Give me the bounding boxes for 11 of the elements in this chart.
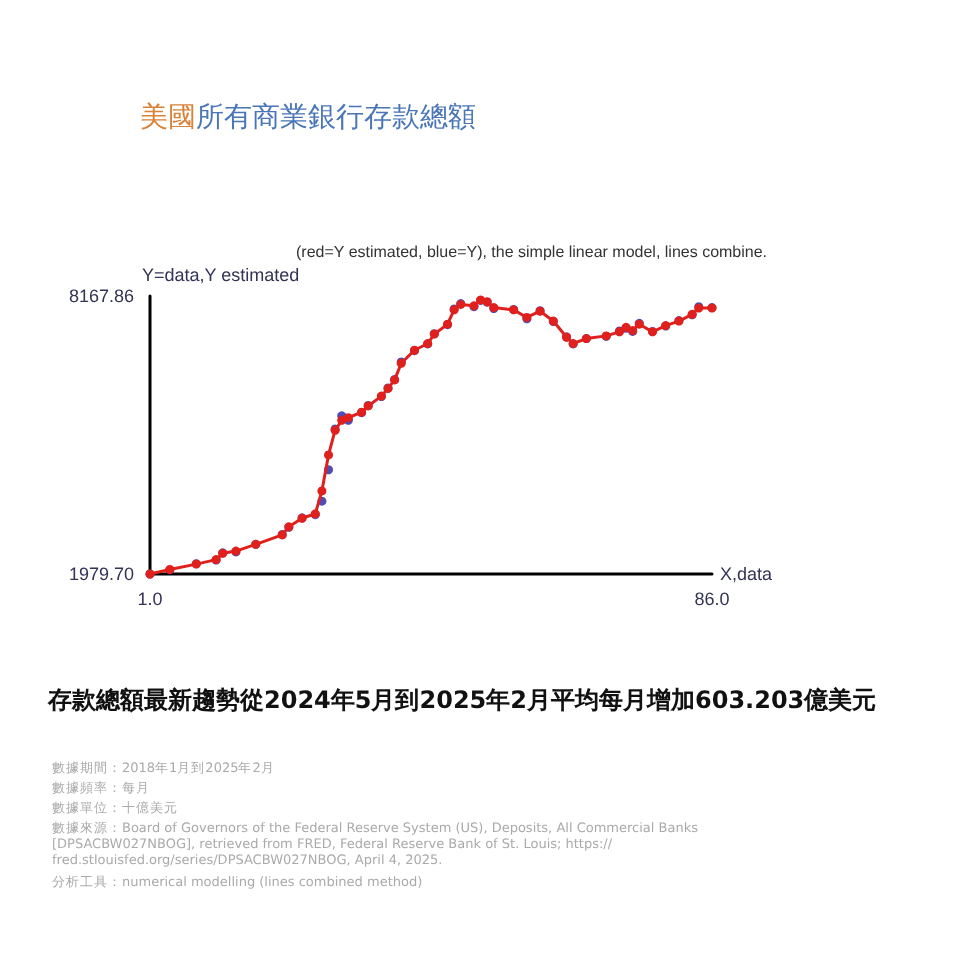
text: 存款總額最新趨勢從2024年5月到2025年2月平均每月增加603.203億美元 xyxy=(46,686,877,714)
point xyxy=(324,450,334,460)
chart-title: 美國所有商業銀行存款總額 xyxy=(140,102,476,134)
y-tick-label: 8167.86 xyxy=(68,286,134,306)
x-tick-label: 1.0 xyxy=(137,589,163,609)
y-axis-title: Y=data,Y estimated xyxy=(142,265,300,285)
x-axis-title: X,data xyxy=(720,564,773,584)
point xyxy=(317,486,327,496)
text: (red=Y estimated, blue=Y), the simple linear model, lines combine. xyxy=(296,243,768,261)
y-tick-label: 1979.70 xyxy=(68,564,134,584)
x-tick-label: 86.0 xyxy=(694,589,730,609)
